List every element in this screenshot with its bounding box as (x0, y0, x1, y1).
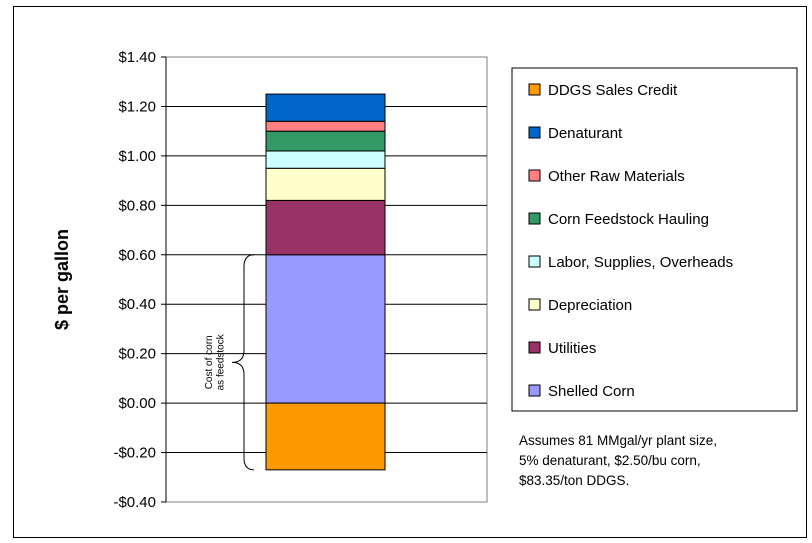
annotation-line: Cost of corn (204, 335, 215, 389)
legend-label: Labor, Supplies, Overheads (548, 254, 733, 271)
y-tick-label: $0.60 (118, 247, 156, 264)
y-tick-label: $0.00 (118, 395, 156, 412)
y-tick-label: $0.80 (118, 197, 156, 214)
legend-swatch (528, 255, 541, 268)
bar-segment-ddgs-sales-credit (265, 402, 386, 471)
y-tick-label: $1.40 (118, 49, 156, 66)
y-tick-label: $1.00 (118, 148, 156, 165)
legend-swatch (528, 384, 541, 397)
legend-swatch (528, 298, 541, 311)
legend-label: Depreciation (548, 297, 632, 314)
y-tick-label: $0.40 (118, 296, 156, 313)
bar-segment-other-raw-materials (265, 120, 386, 132)
legend-label: Denaturant (548, 125, 623, 142)
legend-swatch (528, 83, 541, 96)
bar-segment-corn-feedstock-hauling (265, 130, 386, 152)
legend-swatch (528, 169, 541, 182)
y-tick-label: $1.20 (118, 98, 156, 115)
bar-segment-utilities (265, 199, 386, 256)
y-tick-label: -$0.20 (113, 445, 156, 462)
legend-label: Corn Feedstock Hauling (548, 211, 709, 228)
legend-label: DDGS Sales Credit (548, 82, 678, 99)
bar-segment-depreciation (265, 167, 386, 201)
bar-segment-denaturant (265, 93, 386, 122)
legend-swatch (528, 212, 541, 225)
legend-label: Shelled Corn (548, 383, 635, 400)
legend-label: Other Raw Materials (548, 168, 685, 185)
y-axis-label: $ per gallon (52, 229, 72, 330)
bar-segment-shelled-corn (265, 254, 386, 404)
annotation-line: as feedstock (216, 333, 227, 390)
y-tick-label: -$0.40 (113, 494, 156, 511)
legend-swatch (528, 341, 541, 354)
legend-label: Utilities (548, 340, 596, 357)
y-tick-label: $0.20 (118, 346, 156, 363)
note-line: 5% denaturant, $2.50/bu corn, (519, 453, 701, 468)
legend-swatch (528, 126, 541, 139)
annotation-brace (231, 254, 255, 471)
bar-segment-labor-supplies-overheads (265, 150, 386, 169)
legend-box (511, 67, 798, 412)
note-line: $83.35/ton DDGS. (519, 473, 629, 488)
note-line: Assumes 81 MMgal/yr plant size, (519, 433, 717, 448)
annotation-label: Cost of cornas feedstock (204, 333, 227, 390)
